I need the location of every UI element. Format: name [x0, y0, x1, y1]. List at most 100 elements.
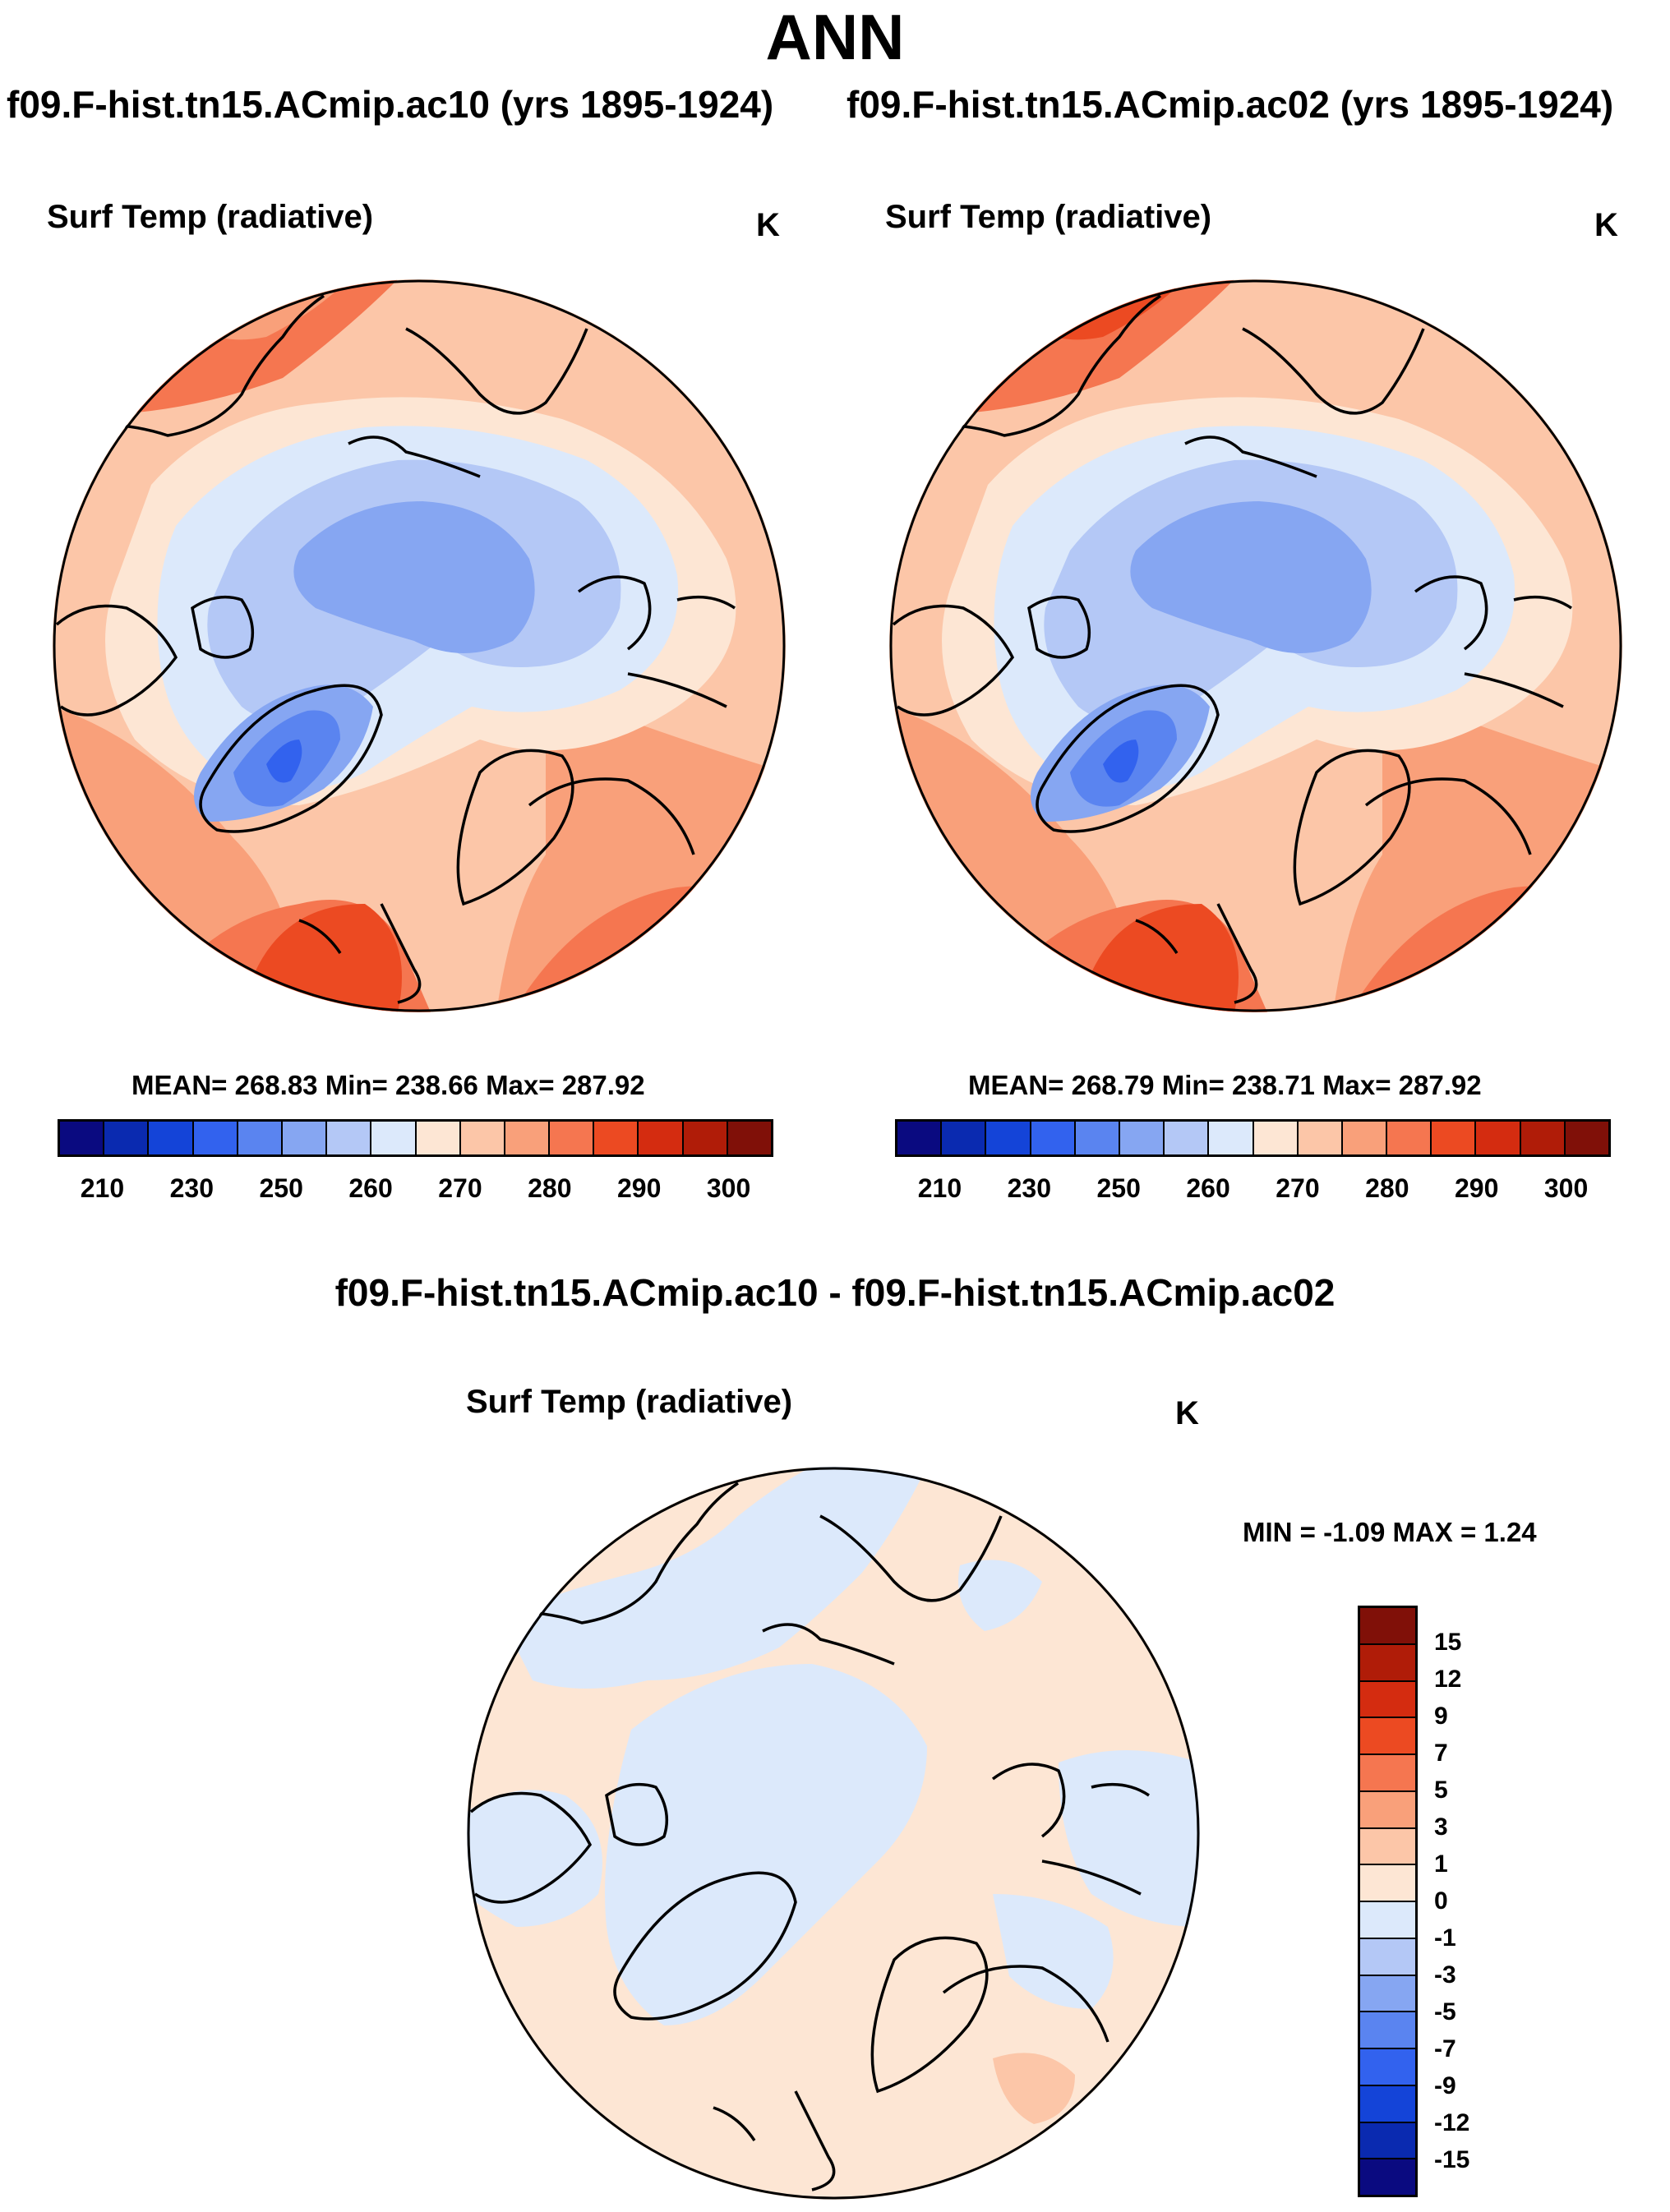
colorbar-swatch [1342, 1122, 1388, 1154]
colorbar-swatch [986, 1122, 1031, 1154]
figure-title: ANN [765, 1, 905, 73]
colorbar-swatch [505, 1122, 551, 1154]
colorbar-tick-label: 280 [528, 1173, 572, 1203]
colorbar-swatch [594, 1122, 639, 1154]
colorbar-tick-label: 210 [917, 1173, 962, 1203]
panel-b-stats: MEAN= 268.79 Min= 238.71 Max= 287.92 [968, 1070, 1482, 1100]
colorbar-swatch [639, 1122, 684, 1154]
colorbar-b [895, 1119, 1611, 1157]
colorbar-swatch [1360, 1828, 1415, 1866]
colorbar-tick-label: 3 [1434, 1813, 1448, 1841]
colorbar-tick-label: -15 [1434, 2146, 1470, 2173]
colorbar-a [58, 1119, 773, 1157]
colorbar-tick-label: -7 [1434, 2035, 1456, 2062]
colorbar-tick-label: -3 [1434, 1961, 1456, 1988]
colorbar-swatch [1432, 1122, 1477, 1154]
colorbar-swatch [1298, 1122, 1343, 1154]
colorbar-tick-label: 300 [706, 1173, 751, 1203]
colorbar-c [1358, 1606, 1418, 2197]
panel-b-variable: Surf Temp (radiative) [885, 199, 1212, 235]
panel-c-variable: Surf Temp (radiative) [466, 1384, 793, 1420]
colorbar-tick-label: -5 [1434, 1998, 1456, 2025]
colorbar-tick-label: 270 [1276, 1173, 1320, 1203]
colorbar-swatch [1165, 1122, 1210, 1154]
colorbar-tick-label: 250 [259, 1173, 303, 1203]
colorbar-swatch [1360, 1975, 1415, 2013]
colorbar-tick-label: 290 [616, 1173, 662, 1203]
colorbar-swatch [1253, 1122, 1299, 1154]
panel-c-stats: MIN = -1.09 MAX = 1.24 [1243, 1517, 1537, 1547]
colorbar-tick-label: 5 [1434, 1777, 1448, 1804]
colorbar-b-labels: 210 230 250 260 270 280 290 300 [895, 1173, 1611, 1206]
colorbar-swatch [1360, 2049, 1415, 2086]
colorbar-tick-label: -1 [1434, 1924, 1456, 1952]
colorbar-tick-label: 210 [80, 1173, 125, 1203]
colorbar-swatch [1360, 2159, 1415, 2195]
colorbar-a-labels: 210 230 250 260 270 280 290 300 [58, 1173, 773, 1206]
colorbar-swatch [1360, 1718, 1415, 1755]
colorbar-swatch [238, 1122, 283, 1154]
colorbar-swatch [1360, 2012, 1415, 2049]
colorbar-swatch [1565, 1122, 1608, 1154]
case-b-title: f09.F-hist.tn15.ACmip.ac02 (yrs 1895-192… [847, 83, 1614, 126]
colorbar-tick-label: 270 [438, 1173, 482, 1203]
colorbar-swatch [1209, 1122, 1254, 1154]
colorbar-swatch [460, 1122, 505, 1154]
colorbar-swatch [149, 1122, 194, 1154]
colorbar-tick-label: -12 [1434, 2109, 1470, 2136]
colorbar-swatch [104, 1122, 150, 1154]
colorbar-tick-label: 260 [348, 1173, 393, 1203]
colorbar-tick-label: 12 [1434, 1666, 1462, 1693]
colorbar-swatch [942, 1122, 987, 1154]
colorbar-swatch [60, 1122, 105, 1154]
colorbar-swatch [1360, 2122, 1415, 2160]
colorbar-tick-label: 230 [169, 1173, 215, 1203]
panel-c-units: K [1175, 1395, 1199, 1431]
colorbar-swatch [897, 1122, 943, 1154]
colorbar-tick-label: 7 [1434, 1740, 1448, 1767]
colorbar-swatch [1360, 1902, 1415, 1939]
diff-title: f09.F-hist.tn15.ACmip.ac10 - f09.F-hist.… [334, 1271, 1336, 1314]
colorbar-tick-label: 9 [1434, 1703, 1448, 1730]
colorbar-c-labels: 15 12 9 7 5 3 1 0 -1 -3 -5 -7 -9 -12 -15 [1434, 1606, 1500, 2197]
colorbar-swatch [1075, 1122, 1120, 1154]
colorbar-tick-label: 15 [1434, 1629, 1462, 1656]
panel-a-units: K [756, 207, 780, 243]
colorbar-swatch [1360, 2085, 1415, 2123]
map-panel-a [53, 279, 786, 1012]
colorbar-swatch [1031, 1122, 1076, 1154]
colorbar-swatch [727, 1122, 771, 1154]
colorbar-tick-label: 300 [1543, 1173, 1589, 1203]
colorbar-tick-label: 280 [1365, 1173, 1409, 1203]
colorbar-swatch [1360, 1755, 1415, 1792]
colorbar-swatch [1360, 1865, 1415, 1902]
colorbar-tick-label: 290 [1454, 1173, 1499, 1203]
colorbar-swatch [1476, 1122, 1521, 1154]
colorbar-swatch [327, 1122, 372, 1154]
colorbar-swatch [193, 1122, 238, 1154]
map-panel-c [467, 1467, 1200, 2200]
colorbar-swatch [1360, 1938, 1415, 1976]
case-a-title: f09.F-hist.tn15.ACmip.ac10 (yrs 1895-192… [7, 83, 774, 126]
colorbar-tick-label: 0 [1434, 1887, 1448, 1915]
colorbar-swatch [371, 1122, 417, 1154]
colorbar-tick-label: 230 [1007, 1173, 1052, 1203]
colorbar-swatch [550, 1122, 595, 1154]
panel-a-stats: MEAN= 268.83 Min= 238.66 Max= 287.92 [131, 1070, 645, 1100]
colorbar-swatch [282, 1122, 328, 1154]
panel-b-units: K [1594, 207, 1618, 243]
colorbar-swatch [1520, 1122, 1566, 1154]
colorbar-swatch [1360, 1681, 1415, 1719]
colorbar-swatch [1119, 1122, 1165, 1154]
colorbar-tick-label: -9 [1434, 2072, 1456, 2099]
colorbar-swatch [416, 1122, 461, 1154]
colorbar-swatch [1360, 1644, 1415, 1682]
colorbar-swatch [1387, 1122, 1432, 1154]
colorbar-tick-label: 250 [1096, 1173, 1141, 1203]
panel-a-variable: Surf Temp (radiative) [47, 199, 374, 235]
colorbar-tick-label: 1 [1434, 1850, 1448, 1878]
colorbar-tick-label: 260 [1186, 1173, 1230, 1203]
map-panel-b [889, 279, 1622, 1012]
colorbar-swatch [683, 1122, 728, 1154]
colorbar-swatch [1360, 1791, 1415, 1829]
